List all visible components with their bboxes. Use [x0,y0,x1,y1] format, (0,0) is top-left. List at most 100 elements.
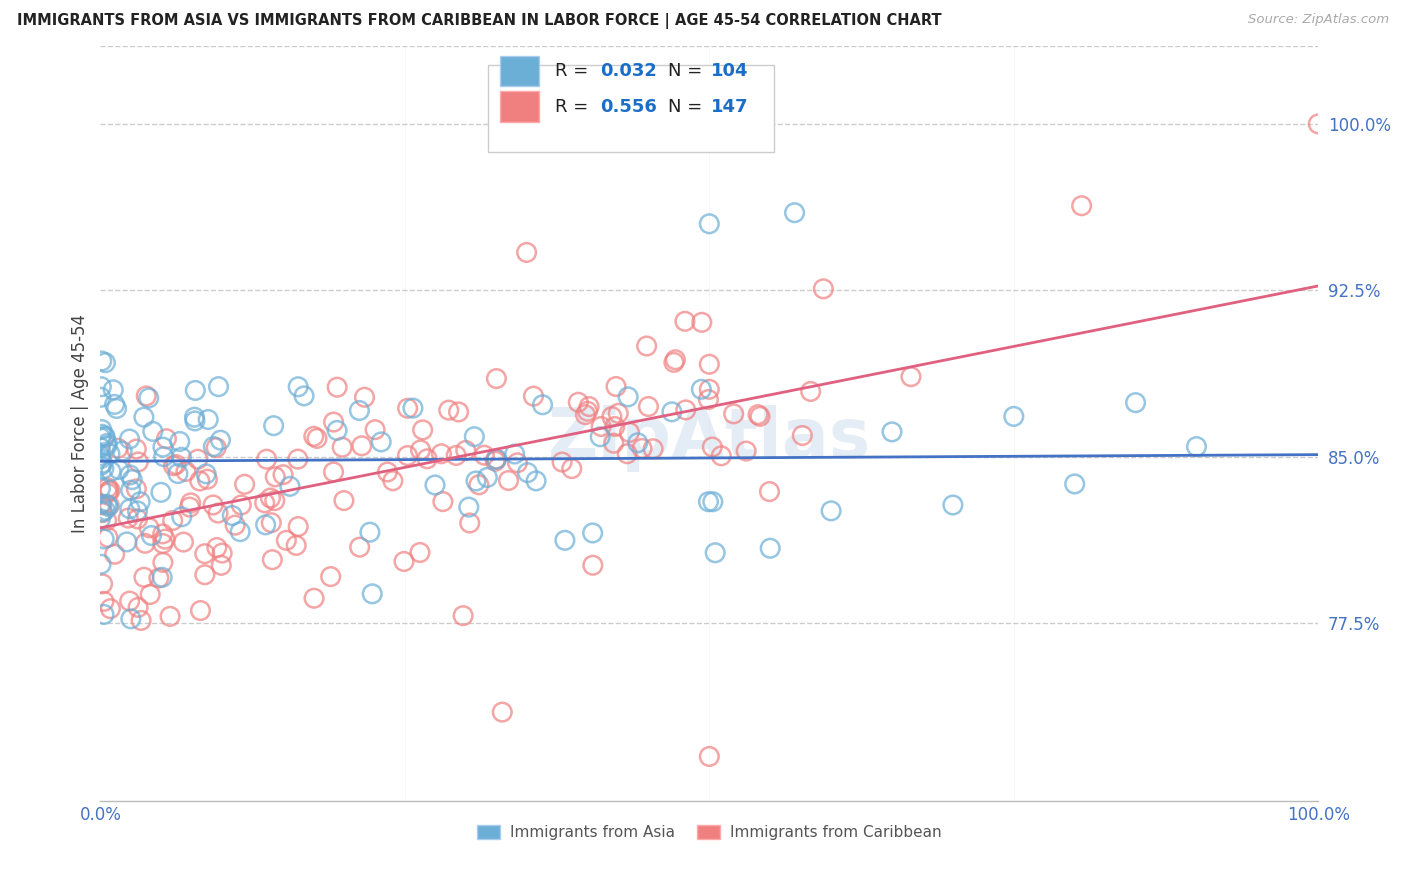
Point [132,570,155,584]
Point [485,371,508,385]
Point [749,409,772,424]
Point [91,577,114,591]
Point [1070,199,1092,213]
Point [132,410,155,425]
Point [662,355,685,369]
Point [942,498,965,512]
Point [1125,395,1147,409]
Point [690,315,713,329]
Point [349,540,371,554]
Point [631,442,654,456]
Point [96,439,118,453]
Point [516,245,538,260]
Point [447,405,470,419]
Point [259,491,281,505]
Text: R =: R = [554,62,593,80]
Point [276,533,298,548]
Point [152,527,174,541]
Point [152,440,174,454]
Point [90,498,112,512]
Point [97,530,120,544]
Point [409,442,432,457]
Point [1185,440,1208,454]
Point [98,447,121,461]
Point [412,423,434,437]
Point [396,401,419,416]
Text: 0.556: 0.556 [600,97,657,116]
Point [94,503,117,517]
Point [468,477,491,491]
Point [432,494,454,508]
Point [90,451,112,466]
Point [697,217,720,231]
Point [423,478,446,492]
Point [444,449,467,463]
Point [900,369,922,384]
Point [627,435,650,450]
Point [93,607,115,622]
Point [93,532,115,546]
Text: Source: ZipAtlas.com: Source: ZipAtlas.com [1249,13,1389,27]
Point [747,408,769,422]
Point [477,470,499,484]
Point [150,570,173,584]
Point [437,403,460,417]
Point [134,536,156,550]
Point [111,444,134,458]
Point [162,458,184,473]
Point [800,384,823,399]
Point [381,474,404,488]
Point [90,497,112,511]
Point [522,389,544,403]
Point [326,380,349,394]
Point [710,449,733,463]
Point [188,474,211,488]
Point [605,379,627,393]
Point [262,552,284,566]
Point [465,474,488,488]
Point [285,538,308,552]
Point [115,535,138,549]
Point [90,431,112,445]
Point [162,514,184,528]
Point [180,496,202,510]
Point [524,474,547,488]
Point [96,497,118,511]
Point [90,354,112,368]
Point [233,477,256,491]
Point [322,465,344,479]
Point [591,419,613,434]
Point [619,425,641,440]
Point [636,339,658,353]
Point [108,462,131,476]
Point [100,465,122,479]
Point [330,440,353,454]
Point [195,467,218,481]
Point [127,600,149,615]
Point [263,418,285,433]
Point [90,458,112,473]
Point [90,423,112,437]
Point [202,498,225,512]
Point [576,404,599,418]
Point [1063,477,1085,491]
Point [396,449,419,463]
Point [531,398,554,412]
Point [231,498,253,512]
Point [93,429,115,443]
Point [120,483,142,498]
Point [813,282,835,296]
Point [485,452,508,467]
Text: R =: R = [554,97,593,116]
Point [98,499,121,513]
Point [170,450,193,465]
Point [472,448,495,462]
Point [120,612,142,626]
Point [121,473,143,487]
Point [138,391,160,405]
Point [256,452,278,467]
Point [197,412,219,426]
Point [292,389,315,403]
Point [155,432,177,446]
Point [103,383,125,397]
